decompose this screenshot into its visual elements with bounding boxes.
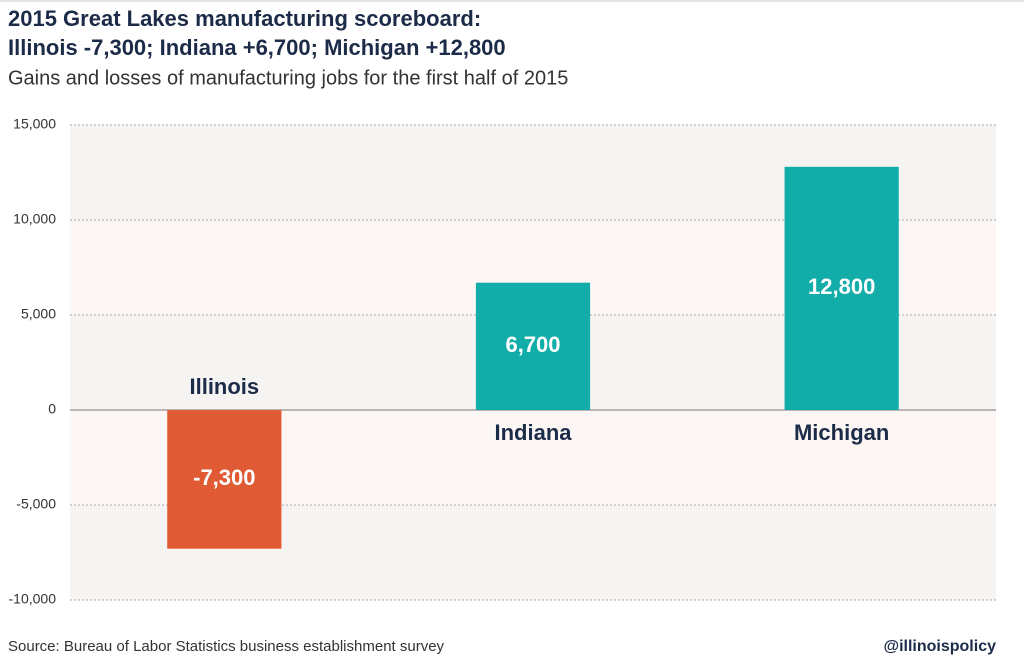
bar bbox=[784, 166, 899, 410]
category-label: Indiana bbox=[494, 420, 572, 445]
category-label: Illinois bbox=[189, 374, 259, 399]
value-label: -7,300 bbox=[193, 465, 255, 490]
bar bbox=[475, 282, 591, 410]
category-label: Michigan bbox=[794, 420, 889, 445]
y-tick-label: -5,000 bbox=[16, 496, 56, 512]
credit: @illinoispolicy bbox=[883, 638, 996, 655]
source: Source: Bureau of Labor Statistics busin… bbox=[8, 638, 445, 655]
value-label: 6,700 bbox=[505, 332, 560, 357]
y-tick-label: 10,000 bbox=[13, 211, 56, 227]
y-tick-label: 15,000 bbox=[13, 116, 56, 132]
value-label: 12,800 bbox=[808, 274, 875, 299]
chart-title: Illinois -7,300; Indiana +6,700; Michiga… bbox=[8, 35, 506, 60]
chart-title: 2015 Great Lakes manufacturing scoreboar… bbox=[8, 6, 481, 31]
y-tick-label: 0 bbox=[48, 401, 56, 417]
y-tick-label: 5,000 bbox=[21, 306, 56, 322]
chart-subtitle: Gains and losses of manufacturing jobs f… bbox=[8, 67, 568, 89]
y-tick-label: -10,000 bbox=[9, 591, 57, 607]
bar bbox=[167, 410, 282, 549]
